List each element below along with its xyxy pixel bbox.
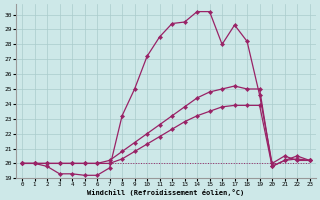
X-axis label: Windchill (Refroidissement éolien,°C): Windchill (Refroidissement éolien,°C) — [87, 189, 244, 196]
